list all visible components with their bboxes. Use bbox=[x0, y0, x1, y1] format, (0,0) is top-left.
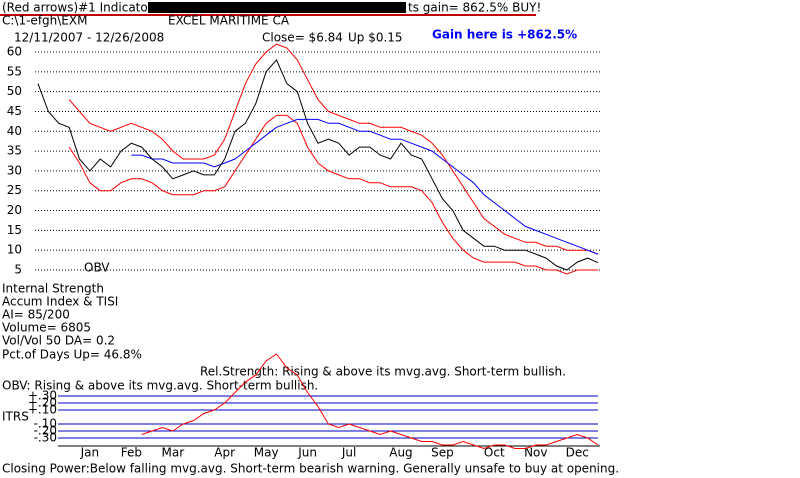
x-tick-label: Nov bbox=[524, 446, 547, 460]
volume: Volume= 6805 bbox=[2, 321, 91, 335]
x-tick-label: Dec bbox=[566, 446, 589, 460]
y-tick-label: -.30 bbox=[34, 431, 57, 445]
x-tick-label: Oct bbox=[484, 446, 505, 460]
close: Close= $6.84 bbox=[262, 31, 343, 45]
x-tick-label: Jul bbox=[341, 446, 356, 460]
x-tick-label: Feb bbox=[121, 446, 142, 460]
x-tick-label: Jan bbox=[80, 446, 100, 460]
y-tick-label: 20 bbox=[7, 203, 22, 217]
y-tick-label: 10 bbox=[7, 243, 22, 257]
y-tick-label: 50 bbox=[7, 84, 22, 98]
y-tick-label: 40 bbox=[7, 124, 22, 138]
series-line bbox=[37, 58, 599, 271]
ai: AI= 85/200 bbox=[2, 308, 70, 322]
x-tick-label: Sep bbox=[431, 446, 454, 460]
pct-up: Pct.of Days Up= 46.8% bbox=[2, 348, 142, 362]
x-tick-label: Mar bbox=[161, 446, 184, 460]
y-tick-label: 30 bbox=[7, 163, 22, 177]
file-path: C:\1-efgh\EXM bbox=[2, 14, 87, 28]
gain: ts gain= 862.5% BUY! bbox=[408, 1, 541, 15]
x-tick-label: Jun bbox=[297, 446, 317, 460]
x-tick-label: Apr bbox=[214, 446, 235, 460]
rel-strength: Rel.Strength: Rising & above its mvg.avg… bbox=[200, 365, 566, 379]
closing-power: Closing Power:Below falling mvg.avg. Sho… bbox=[2, 462, 619, 476]
gain-note: Gain here is +862.5% bbox=[432, 28, 577, 42]
series-line bbox=[141, 353, 599, 450]
x-tick-label: Aug bbox=[389, 446, 412, 460]
y-tick-label: 45 bbox=[7, 104, 22, 118]
date-range: 12/11/2007 - 12/26/2008 bbox=[14, 31, 164, 45]
y-tick-label: -.10 bbox=[34, 417, 57, 431]
y-tick-label: 55 bbox=[7, 64, 22, 78]
vol-ratio: Vol/Vol 50 DA= 0.2 bbox=[2, 334, 115, 348]
y-tick-label: -.20 bbox=[34, 424, 57, 438]
y-tick-label: 60 bbox=[7, 45, 22, 59]
y-tick-label: 35 bbox=[7, 144, 22, 158]
change: Up $0.15 bbox=[348, 31, 403, 45]
y-tick-label: 15 bbox=[7, 223, 22, 237]
obv-label: OBV bbox=[84, 261, 110, 275]
y-tick-label: +.20 bbox=[28, 396, 57, 410]
accum-index: Accum Index & TISI bbox=[2, 295, 118, 309]
company: EXCEL MARITIME CA bbox=[168, 14, 290, 28]
y-tick-label: 5 bbox=[14, 263, 22, 277]
itrs-label: ITRS bbox=[2, 410, 29, 424]
internal-strength: Internal Strength bbox=[2, 282, 104, 296]
series-line bbox=[68, 114, 598, 275]
y-tick-label: +.10 bbox=[28, 403, 57, 417]
series-line bbox=[68, 43, 599, 255]
x-tick-label: May bbox=[254, 446, 279, 460]
y-tick-label: +.30 bbox=[28, 389, 57, 403]
indicator: (Red arrows)#1 Indicator bbox=[2, 1, 153, 15]
y-tick-label: 25 bbox=[7, 183, 22, 197]
redaction-bar bbox=[148, 2, 406, 13]
obv-note: OBV: Rising & above its mvg.avg. Short-t… bbox=[2, 379, 318, 393]
series-line bbox=[131, 118, 599, 255]
